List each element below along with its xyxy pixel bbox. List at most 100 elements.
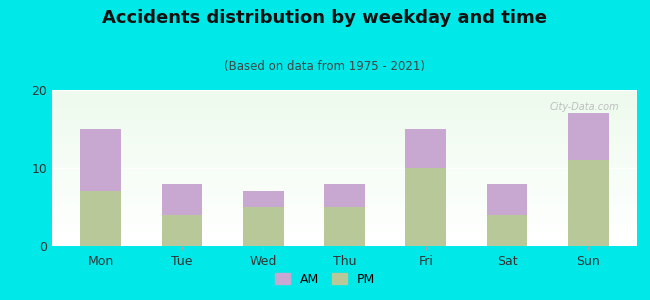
Bar [52, 129, 637, 130]
Bar [52, 193, 637, 194]
Bar [52, 222, 637, 223]
Bar [52, 93, 637, 94]
Bar [81, 129, 121, 191]
Bar [52, 95, 637, 96]
Bar [243, 191, 283, 207]
Bar [52, 215, 637, 216]
Bar [52, 237, 637, 238]
Bar [52, 217, 637, 218]
Bar [52, 203, 637, 204]
Bar [52, 216, 637, 217]
Bar [52, 117, 637, 118]
Bar [52, 174, 637, 175]
Bar [52, 181, 637, 182]
Bar [52, 169, 637, 170]
Bar [52, 211, 637, 212]
Bar [52, 98, 637, 99]
Bar [52, 177, 637, 178]
Bar [52, 156, 637, 157]
Bar [52, 197, 637, 198]
Bar [52, 234, 637, 235]
Bar [52, 228, 637, 229]
Bar [52, 151, 637, 152]
Bar [52, 240, 637, 241]
Bar [568, 160, 608, 246]
Text: Accidents distribution by weekday and time: Accidents distribution by weekday and ti… [103, 9, 547, 27]
Bar [52, 154, 637, 155]
Bar [52, 210, 637, 211]
Bar [52, 176, 637, 177]
Bar [52, 236, 637, 237]
Bar [52, 172, 637, 173]
Bar [52, 196, 637, 197]
Bar [568, 113, 608, 160]
Bar [52, 113, 637, 114]
Bar [52, 99, 637, 100]
Bar [52, 180, 637, 181]
Bar [52, 103, 637, 104]
Bar [52, 194, 637, 195]
Bar [52, 218, 637, 219]
Bar [52, 243, 637, 244]
Bar [52, 157, 637, 158]
Bar [52, 131, 637, 132]
Bar [52, 140, 637, 141]
Bar [52, 187, 637, 188]
Bar [52, 116, 637, 117]
Bar [52, 101, 637, 102]
Bar [52, 143, 637, 144]
Bar [52, 111, 637, 112]
Bar [52, 239, 637, 240]
Bar [52, 225, 637, 226]
Bar [52, 100, 637, 101]
Bar [52, 226, 637, 227]
Bar [52, 163, 637, 164]
Bar [52, 224, 637, 225]
Bar [52, 242, 637, 243]
Bar [52, 230, 637, 231]
Bar [52, 235, 637, 236]
Bar [52, 198, 637, 199]
Bar [52, 90, 637, 91]
Bar [52, 133, 637, 134]
Bar [52, 112, 637, 113]
Bar [52, 138, 637, 139]
Bar [52, 191, 637, 192]
Bar [52, 115, 637, 116]
Bar [52, 241, 637, 242]
Bar [243, 207, 283, 246]
Bar [52, 188, 637, 189]
Bar [52, 221, 637, 222]
Bar [406, 129, 446, 168]
Bar [162, 184, 202, 215]
Bar [52, 147, 637, 148]
Bar [52, 135, 637, 136]
Bar [52, 205, 637, 206]
Bar [52, 201, 637, 202]
Bar [52, 125, 637, 126]
Bar [52, 185, 637, 186]
Bar [52, 204, 637, 205]
Bar [52, 132, 637, 133]
Bar [52, 97, 637, 98]
Bar [52, 170, 637, 171]
Bar [52, 183, 637, 184]
Bar [162, 215, 202, 246]
Bar [52, 164, 637, 165]
Bar [52, 190, 637, 191]
Bar [52, 104, 637, 105]
Bar [52, 173, 637, 174]
Bar [52, 136, 637, 137]
Bar [52, 209, 637, 210]
Bar [52, 179, 637, 180]
Bar [52, 231, 637, 232]
Bar [52, 227, 637, 228]
Bar [52, 213, 637, 214]
Bar [52, 134, 637, 135]
Bar [52, 166, 637, 167]
Bar [52, 107, 637, 108]
Bar [52, 208, 637, 209]
Bar [52, 108, 637, 109]
Bar [52, 214, 637, 215]
Text: City-Data.com: City-Data.com [550, 103, 619, 112]
